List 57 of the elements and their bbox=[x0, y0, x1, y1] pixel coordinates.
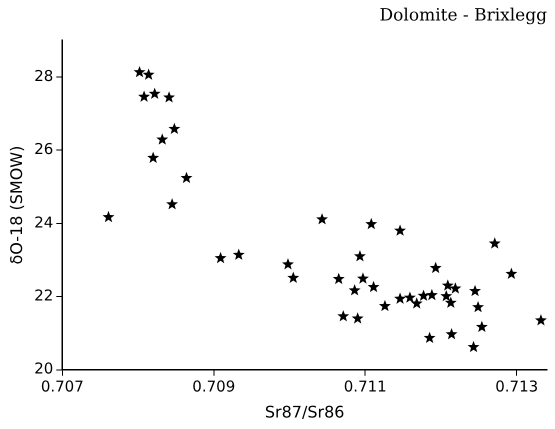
point bbox=[469, 284, 481, 296]
point bbox=[180, 172, 192, 184]
point bbox=[424, 332, 436, 344]
x-tick-label: 0.711 bbox=[344, 378, 387, 396]
y-tick-label: 20 bbox=[34, 360, 54, 378]
point bbox=[148, 88, 161, 99]
point bbox=[472, 300, 484, 312]
point bbox=[505, 268, 518, 279]
point bbox=[352, 312, 364, 324]
point bbox=[404, 291, 416, 303]
point bbox=[142, 68, 155, 80]
point bbox=[365, 218, 378, 230]
point bbox=[449, 282, 462, 294]
point bbox=[426, 288, 438, 300]
point bbox=[357, 272, 369, 284]
point bbox=[354, 250, 366, 262]
y-tick-label: 22 bbox=[34, 286, 54, 304]
point bbox=[534, 314, 547, 326]
point bbox=[282, 258, 294, 270]
point bbox=[476, 320, 488, 332]
point bbox=[134, 66, 146, 78]
chart-title: Dolomite - Brixlegg bbox=[380, 6, 548, 26]
point bbox=[418, 290, 430, 301]
point bbox=[337, 310, 350, 322]
point bbox=[168, 122, 180, 134]
x-tick-label: 0.713 bbox=[495, 378, 538, 396]
y-tick-label: 28 bbox=[34, 66, 54, 85]
point bbox=[394, 224, 406, 236]
point bbox=[488, 237, 501, 249]
point bbox=[147, 152, 160, 163]
point bbox=[430, 262, 442, 274]
x-tick-label: 0.707 bbox=[40, 378, 84, 396]
point bbox=[410, 297, 423, 309]
point bbox=[163, 91, 176, 103]
y-axis-title: δO-18 (SMOW) bbox=[6, 146, 26, 265]
y-tick-label: 26 bbox=[34, 140, 54, 158]
point bbox=[368, 280, 380, 292]
point bbox=[102, 210, 114, 222]
x-tick-label: 0.709 bbox=[192, 378, 236, 396]
point bbox=[316, 213, 328, 224]
point bbox=[332, 272, 345, 284]
point bbox=[214, 252, 227, 264]
point bbox=[444, 296, 457, 308]
point bbox=[232, 248, 245, 260]
y-tick-label: 24 bbox=[34, 213, 54, 232]
point bbox=[440, 290, 452, 302]
point bbox=[468, 340, 480, 352]
point bbox=[166, 198, 178, 210]
x-axis-title: Sr87/Sr86 bbox=[264, 402, 344, 422]
point bbox=[442, 279, 454, 291]
point bbox=[394, 292, 406, 304]
point bbox=[378, 300, 391, 312]
point bbox=[287, 272, 300, 283]
point bbox=[138, 90, 150, 102]
point bbox=[156, 133, 168, 145]
point bbox=[348, 284, 361, 296]
point bbox=[446, 328, 458, 340]
